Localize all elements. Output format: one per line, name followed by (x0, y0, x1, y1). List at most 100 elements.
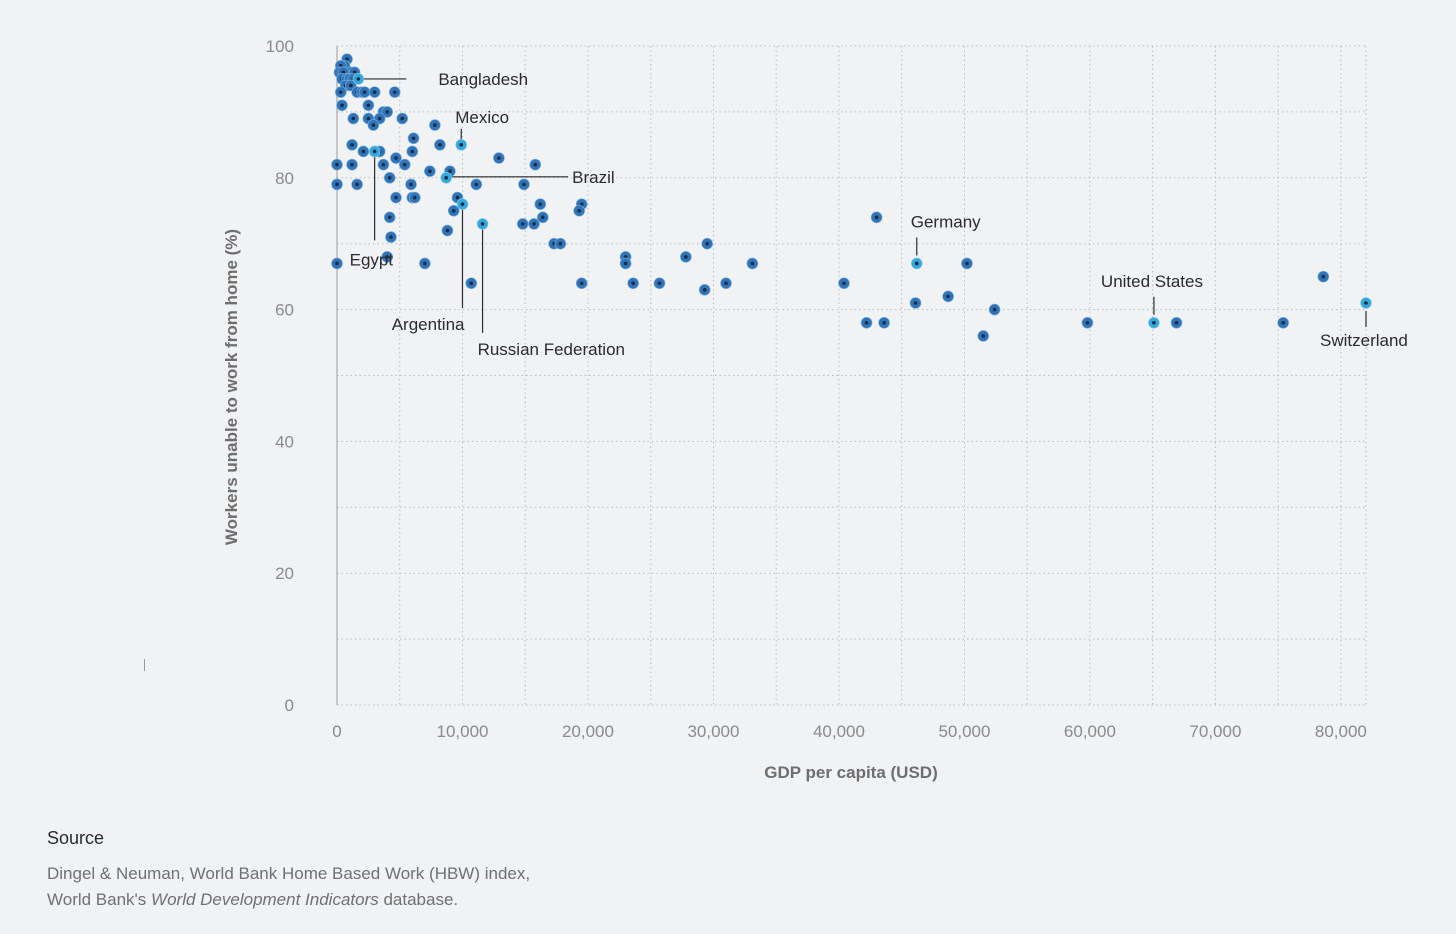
data-point-center (913, 301, 918, 305)
highlighted-point-center (372, 149, 377, 154)
data-point-center (387, 215, 392, 220)
data-point-center (410, 149, 415, 154)
data-point-center (338, 90, 343, 94)
x-tick-label: 40,000 (813, 722, 865, 741)
data-point-center (705, 241, 709, 246)
data-point (575, 277, 588, 290)
x-tick-label: 10,000 (436, 722, 488, 741)
data-point-center (445, 228, 450, 233)
data-point-center (541, 215, 545, 220)
highlighted-point (440, 172, 452, 184)
data-point-center (1174, 320, 1179, 325)
annotation-label: Russian Federation (478, 340, 625, 359)
data-point-center (335, 182, 339, 187)
highlighted-point (368, 145, 381, 158)
data-point (331, 158, 343, 171)
highlighted-point (1148, 316, 1160, 329)
data-point (357, 145, 370, 158)
annotation-label: Argentina (392, 315, 465, 334)
data-point-center (631, 281, 635, 286)
data-point (405, 178, 417, 191)
data-point-center (411, 136, 416, 141)
data-point (336, 99, 348, 112)
highlighted-point (456, 198, 469, 210)
x-tick-label: 50,000 (938, 722, 990, 741)
y-tick-label: 60 (275, 301, 294, 320)
data-point-center (882, 320, 886, 325)
annotation-labels: Bangladesh Mexico Brazil Egypt Argentina Russ… (350, 70, 1408, 359)
data-point (351, 178, 363, 191)
data-point (367, 119, 380, 131)
data-point (407, 132, 420, 145)
data-point-center (413, 195, 417, 200)
data-point (441, 224, 454, 237)
data-point (429, 119, 441, 131)
data-point-center (351, 116, 356, 121)
data-point-center (385, 255, 389, 259)
source-line-2-suffix: database. (378, 890, 459, 909)
data-point (554, 237, 567, 250)
data-point (528, 218, 540, 230)
data-point (942, 290, 954, 303)
data-point-center (381, 162, 386, 167)
data-point-center (533, 162, 538, 167)
annotation-label: Egypt (350, 250, 394, 269)
data-point-center (532, 222, 536, 226)
data-point (331, 178, 343, 191)
data-point-center (409, 182, 413, 187)
data-point (383, 172, 396, 184)
data-point (838, 277, 850, 290)
x-tick-label: 60,000 (1064, 722, 1116, 741)
data-point (396, 112, 409, 125)
highlighted-point-center (459, 143, 464, 147)
data-point-center (433, 123, 437, 127)
x-tick-label: 20,000 (562, 722, 614, 741)
annotation-label: Mexico (455, 108, 509, 127)
data-point (516, 218, 529, 230)
data-point (398, 158, 411, 171)
x-tick-label: 70,000 (1189, 722, 1241, 741)
highlighted-point-center (460, 202, 465, 206)
data-point (870, 211, 883, 224)
data-point (385, 231, 397, 243)
y-tick-label: 100 (266, 37, 294, 56)
highlighted-point (910, 257, 923, 270)
data-point-center (372, 90, 377, 94)
data-point-center (579, 202, 584, 206)
data-point-center (497, 156, 501, 160)
y-tick-label: 40 (275, 432, 294, 451)
data-point (377, 158, 390, 171)
data-point-center (438, 143, 442, 147)
data-point-center (377, 116, 382, 121)
data-point-center (992, 307, 997, 312)
annotation-label: Brazil (572, 168, 615, 187)
data-point-center (1085, 320, 1090, 325)
data-point (529, 158, 542, 171)
data-point (860, 316, 873, 329)
data-point-center (448, 169, 452, 174)
data-point-center (335, 162, 339, 167)
data-point (701, 237, 713, 250)
data-point (746, 257, 759, 270)
data-point-center (371, 123, 376, 127)
data-point-center (469, 281, 474, 286)
data-point (1081, 316, 1094, 329)
data-point (961, 257, 973, 270)
data-point-center (538, 202, 543, 206)
data-point-center (394, 156, 398, 160)
y-tick-labels: 0 20 40 60 80 100 (266, 37, 294, 715)
data-point-center (520, 222, 525, 226)
source-block: Source Dingel & Neuman, World Bank Home … (47, 828, 530, 913)
data-point-center (389, 235, 393, 239)
annotation-label: Germany (911, 212, 981, 231)
data-point-center (623, 261, 628, 266)
data-point-center (577, 208, 581, 213)
data-point (573, 204, 585, 217)
data-point-center (350, 162, 354, 167)
data-points (331, 53, 1330, 342)
data-point-center (340, 103, 344, 108)
data-point-center (400, 116, 405, 121)
data-point (988, 303, 1001, 316)
data-point (878, 316, 890, 329)
data-point-center (355, 182, 359, 187)
